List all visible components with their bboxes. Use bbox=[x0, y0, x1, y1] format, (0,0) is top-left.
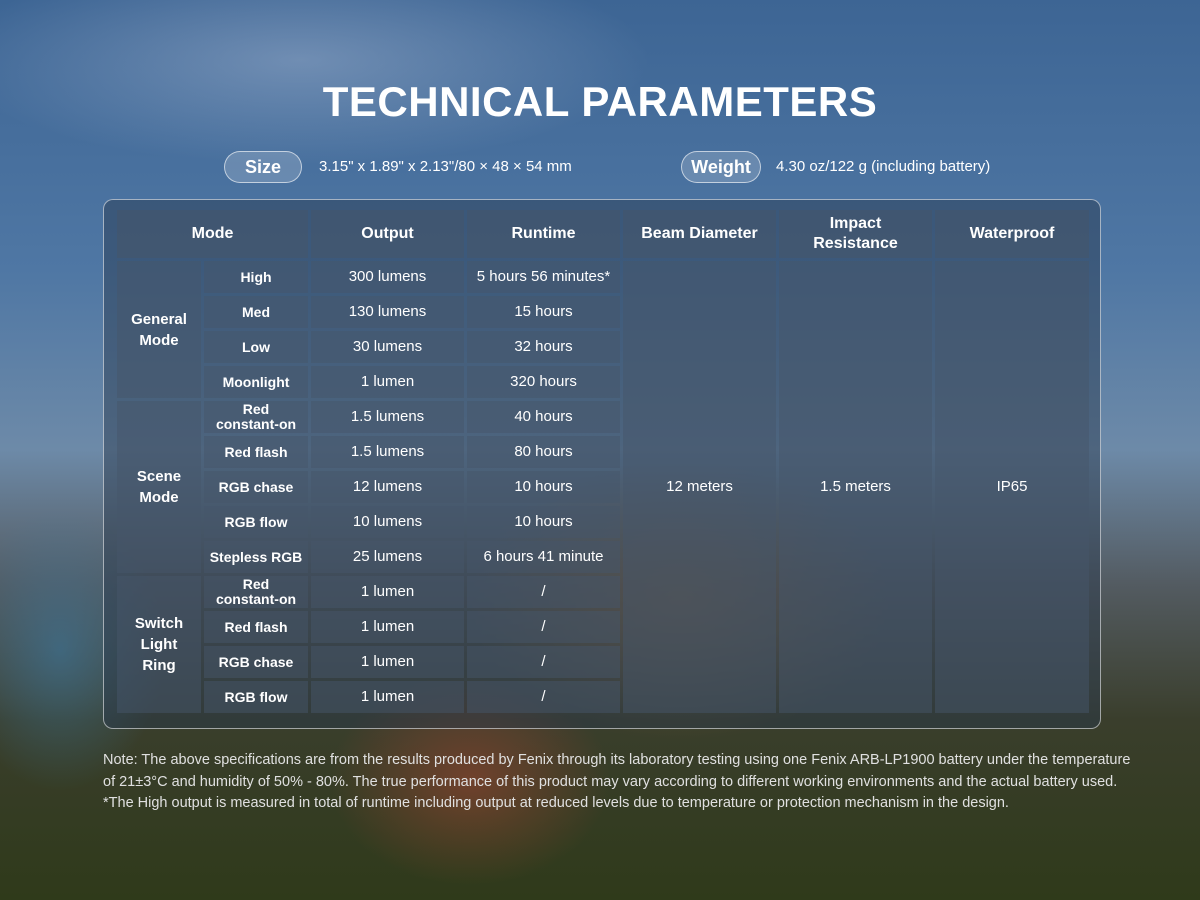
runtime-cell: 10 hours bbox=[467, 471, 620, 503]
group-scene-mode: Scene Mode bbox=[117, 401, 201, 573]
group-general-mode: General Mode bbox=[117, 261, 201, 398]
weight-badge: Weight bbox=[681, 151, 761, 183]
runtime-cell: 320 hours bbox=[467, 366, 620, 398]
output-cell: 1 lumen bbox=[311, 681, 464, 713]
output-cell: 130 lumens bbox=[311, 296, 464, 328]
mode-cell: Red constant-on bbox=[204, 401, 308, 433]
mode-cell: Med bbox=[204, 296, 308, 328]
mode-cell: Red constant-on bbox=[204, 576, 308, 608]
mode-cell: RGB flow bbox=[204, 681, 308, 713]
mode-cell: Stepless RGB bbox=[204, 541, 308, 573]
runtime-cell: / bbox=[467, 646, 620, 678]
header-output: Output bbox=[311, 210, 464, 258]
mode-cell: RGB flow bbox=[204, 506, 308, 538]
runtime-cell: 40 hours bbox=[467, 401, 620, 433]
page-title: TECHNICAL PARAMETERS bbox=[322, 78, 878, 125]
output-cell: 1 lumen bbox=[311, 366, 464, 398]
output-cell: 1 lumen bbox=[311, 611, 464, 643]
runtime-cell: 10 hours bbox=[467, 506, 620, 538]
footnote-high-output: *The High output is measured in total of… bbox=[103, 795, 1009, 811]
size-value: 3.15" x 1.89" x 2.13"/80 × 48 × 54 mm bbox=[319, 158, 572, 175]
mode-cell: Red flash bbox=[204, 436, 308, 468]
runtime-cell: / bbox=[467, 611, 620, 643]
runtime-cell: / bbox=[467, 681, 620, 713]
runtime-cell: 32 hours bbox=[467, 331, 620, 363]
runtime-cell: 80 hours bbox=[467, 436, 620, 468]
mode-cell: Low bbox=[204, 331, 308, 363]
output-cell: 30 lumens bbox=[311, 331, 464, 363]
mode-cell: Red flash bbox=[204, 611, 308, 643]
output-cell: 300 lumens bbox=[311, 261, 464, 293]
beam-diameter-value: 12 meters bbox=[623, 261, 776, 713]
header-beam-diameter: Beam Diameter bbox=[623, 210, 776, 258]
mode-cell: RGB chase bbox=[204, 646, 308, 678]
runtime-cell: 6 hours 41 minute bbox=[467, 541, 620, 573]
waterproof-value: IP65 bbox=[935, 261, 1089, 713]
output-cell: 1 lumen bbox=[311, 576, 464, 608]
spec-table: Mode Output Runtime Beam Diameter Impact… bbox=[117, 210, 1089, 713]
mode-cell: Moonlight bbox=[204, 366, 308, 398]
output-cell: 12 lumens bbox=[311, 471, 464, 503]
impact-resistance-value: 1.5 meters bbox=[779, 261, 932, 713]
runtime-cell: / bbox=[467, 576, 620, 608]
output-cell: 1 lumen bbox=[311, 646, 464, 678]
header-mode: Mode bbox=[117, 210, 308, 258]
group-switch-light-ring: Switch Light Ring bbox=[117, 576, 201, 713]
output-cell: 1.5 lumens bbox=[311, 401, 464, 433]
header-runtime: Runtime bbox=[467, 210, 620, 258]
header-impact-resistance: Impact Resistance bbox=[779, 210, 932, 258]
output-cell: 10 lumens bbox=[311, 506, 464, 538]
mode-cell: High bbox=[204, 261, 308, 293]
output-cell: 25 lumens bbox=[311, 541, 464, 573]
header-waterproof: Waterproof bbox=[935, 210, 1089, 258]
note-text: Note: The above specifications are from … bbox=[103, 752, 1131, 790]
runtime-cell: 5 hours 56 minutes* bbox=[467, 261, 620, 293]
output-cell: 1.5 lumens bbox=[311, 436, 464, 468]
weight-value: 4.30 oz/122 g (including battery) bbox=[776, 158, 991, 175]
runtime-cell: 15 hours bbox=[467, 296, 620, 328]
mode-cell: RGB chase bbox=[204, 471, 308, 503]
footnotes: Note: The above specifications are from … bbox=[103, 750, 1133, 815]
size-badge: Size bbox=[224, 151, 302, 183]
